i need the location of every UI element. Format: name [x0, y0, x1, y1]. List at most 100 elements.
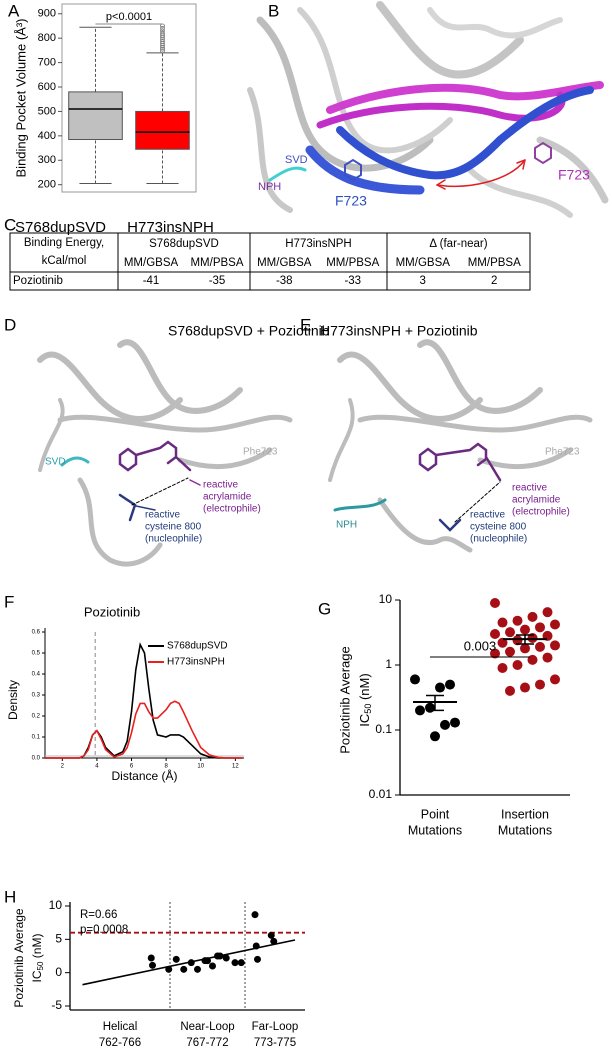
axis-label: Distance (Å): [111, 768, 177, 783]
y-tick-label: 0.1: [32, 735, 41, 741]
structure-label: (electrophile): [203, 504, 261, 515]
axis-label: Poziotinib Average: [337, 646, 352, 753]
ribbon-cyan: [60, 456, 90, 467]
structure-label: reactive: [145, 510, 180, 521]
dot: [209, 962, 216, 970]
ribbon: [337, 351, 483, 422]
y-tick-label: 700: [38, 57, 56, 69]
y-tick-label: -5: [51, 998, 62, 1012]
table-header: MM/PBSA: [468, 257, 521, 269]
box: [135, 110, 190, 150]
ribbon: [77, 477, 163, 567]
panel-label: F: [4, 592, 14, 611]
ribbon: [57, 414, 293, 433]
structure-label: cysteine 800: [145, 522, 202, 533]
y-tick-label: 400: [38, 130, 56, 142]
axis-label-sub: 50: [363, 704, 373, 714]
table-header: MM/GBSA: [124, 257, 179, 269]
annotation: 0.003: [464, 638, 497, 653]
dot: [450, 717, 460, 728]
axis-label: Poziotinib Average: [12, 908, 26, 1008]
dot: [542, 607, 553, 618]
region-label: 773-775: [254, 1037, 296, 1049]
structure-d: [37, 339, 293, 567]
outlier: [160, 26, 165, 31]
arrow: [189, 479, 201, 486]
table-header: MM/PBSA: [326, 257, 379, 269]
x-tick-label: Mutations: [408, 823, 462, 837]
structure-e: [328, 339, 593, 553]
ribbon-cyan: [333, 498, 387, 512]
y-tick-label: 500: [38, 105, 56, 117]
ribbon: [417, 339, 543, 414]
panel-label: E: [300, 315, 311, 334]
dot: [270, 937, 278, 945]
axis-label: IC50 (nM): [30, 934, 45, 983]
dot: [497, 637, 508, 648]
structure-label: reactive: [203, 480, 238, 491]
dot: [194, 965, 201, 973]
structure-label: acrylamide: [512, 495, 561, 506]
ribbon: [247, 87, 293, 213]
table-cell: Poziotinib: [13, 275, 63, 287]
molecule: [118, 493, 137, 522]
ribbon: [37, 351, 183, 422]
dot: [535, 622, 545, 633]
region-label: Helical: [103, 1021, 138, 1033]
axis-label-sub: 50: [36, 961, 45, 970]
table-cell: -33: [344, 275, 361, 287]
legend-label: H773insNPH: [167, 657, 225, 668]
outlier: [160, 48, 165, 54]
table-header: MM/GBSA: [396, 257, 451, 269]
arrow-head: [436, 159, 526, 190]
ribbon: [376, 1, 524, 79]
table-header: Δ (far-near): [429, 238, 487, 250]
dot: [490, 597, 500, 608]
y-tick-label: 0.0: [32, 756, 41, 762]
x-tick-label: H773insNPH: [127, 219, 214, 236]
outlier: [160, 30, 165, 36]
dot: [542, 652, 553, 663]
dot: [149, 961, 156, 969]
ribbon: [357, 414, 593, 433]
ribbon: [427, 7, 563, 39]
dot: [512, 660, 523, 670]
structure-label: SVD: [45, 457, 66, 468]
table-cell: 2: [491, 275, 497, 287]
table-header: S768dupSVD: [149, 238, 219, 250]
dot: [527, 611, 538, 622]
chart-title: Poziotinib: [84, 604, 140, 619]
y-tick-label: 0.4: [32, 672, 41, 678]
y-tick-label: 0: [55, 965, 62, 979]
ribbon-magenta: [326, 81, 604, 114]
annotation: R=0.66: [80, 909, 117, 921]
structure-label: NPH: [336, 520, 357, 531]
axis-label: Binding Pocket Volume (Å³): [13, 19, 28, 178]
dot: [267, 931, 275, 939]
dot: [216, 952, 224, 960]
dot: [445, 679, 455, 690]
ribbon: [328, 398, 355, 482]
ribbon: [377, 497, 473, 553]
ribbon-magenta: [316, 91, 566, 129]
dot: [550, 640, 560, 651]
structure-label: NPH: [258, 181, 281, 193]
dot: [535, 679, 545, 690]
x-tick-label: Point: [421, 807, 450, 821]
y-tick-label: 0.01: [369, 787, 393, 801]
dot: [415, 705, 425, 716]
dot: [535, 641, 545, 652]
ribbon: [117, 339, 243, 414]
ribbon: [297, 7, 453, 154]
x-tick-label: S768dupSVD: [15, 219, 106, 236]
dot: [165, 965, 173, 973]
ribbon-blue: [336, 86, 594, 180]
panel-label: A: [8, 1, 20, 20]
dot: [527, 654, 538, 665]
dot: [490, 628, 500, 639]
table-header: Binding Energy,: [24, 237, 104, 249]
y-tick-label: 0.5: [32, 651, 41, 657]
panel-label: B: [268, 1, 279, 20]
y-tick-label: 800: [38, 32, 56, 44]
dot: [505, 627, 515, 638]
